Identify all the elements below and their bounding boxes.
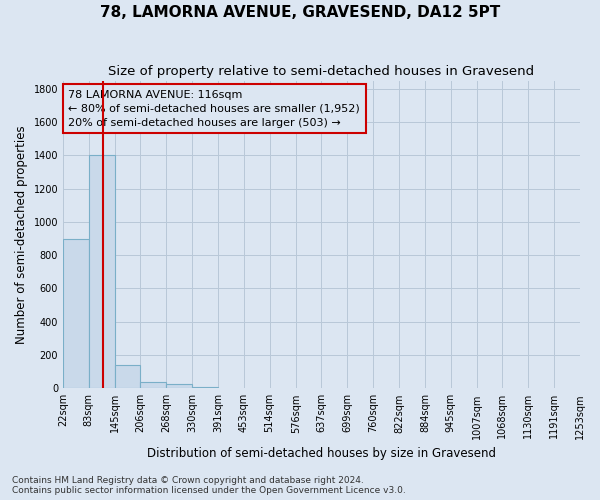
Text: Contains HM Land Registry data © Crown copyright and database right 2024.
Contai: Contains HM Land Registry data © Crown c…: [12, 476, 406, 495]
Text: 78 LAMORNA AVENUE: 116sqm
← 80% of semi-detached houses are smaller (1,952)
20% : 78 LAMORNA AVENUE: 116sqm ← 80% of semi-…: [68, 90, 360, 128]
Bar: [63, 238, 89, 388]
Text: 78, LAMORNA AVENUE, GRAVESEND, DA12 5PT: 78, LAMORNA AVENUE, GRAVESEND, DA12 5PT: [100, 5, 500, 20]
Bar: [140, 382, 166, 388]
Title: Size of property relative to semi-detached houses in Gravesend: Size of property relative to semi-detach…: [109, 65, 535, 78]
Bar: [166, 384, 193, 388]
Bar: [193, 386, 218, 388]
Bar: [115, 365, 140, 388]
Bar: [89, 156, 115, 388]
X-axis label: Distribution of semi-detached houses by size in Gravesend: Distribution of semi-detached houses by …: [147, 447, 496, 460]
Y-axis label: Number of semi-detached properties: Number of semi-detached properties: [15, 125, 28, 344]
